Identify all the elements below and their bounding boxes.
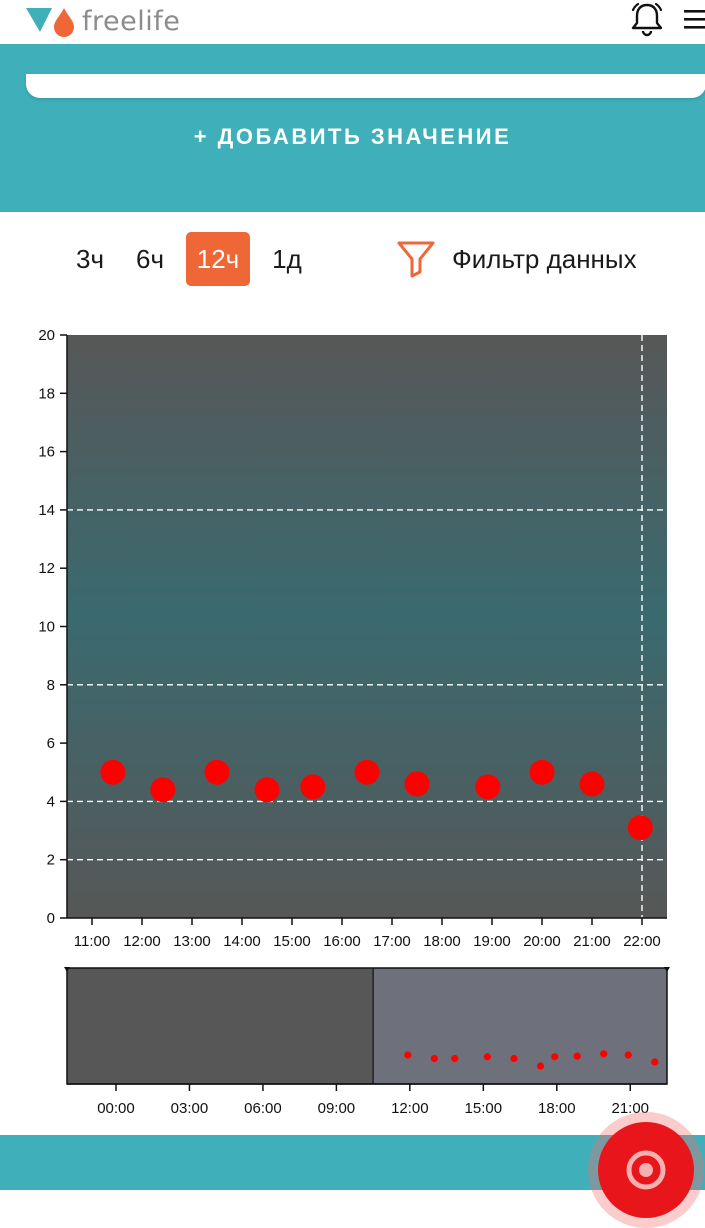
filter-label: Фильтр данных bbox=[452, 243, 637, 274]
data-point bbox=[300, 774, 326, 800]
x-tick-label: 16:00 bbox=[323, 933, 361, 950]
x-tick-label: 18:00 bbox=[423, 933, 461, 950]
overview-x-tick-label: 18:00 bbox=[538, 1100, 576, 1117]
overview-point bbox=[651, 1058, 659, 1066]
data-point bbox=[627, 815, 653, 841]
y-tick-label: 14 bbox=[38, 502, 55, 519]
header-card-edge bbox=[26, 74, 705, 98]
data-point bbox=[354, 759, 380, 785]
filter-button[interactable]: Фильтр данных bbox=[396, 232, 637, 286]
overview-selection bbox=[373, 968, 667, 1084]
overview-point bbox=[600, 1050, 608, 1058]
funnel-icon bbox=[397, 241, 435, 278]
plot-area bbox=[67, 335, 667, 918]
tab-12h[interactable]: 12ч bbox=[186, 232, 250, 286]
overview-point bbox=[624, 1051, 632, 1059]
x-tick-label: 15:00 bbox=[273, 933, 311, 950]
add-value-section: + ДОБАВИТЬ ЗНАЧЕНИЕ bbox=[0, 44, 705, 212]
overview-point bbox=[551, 1053, 559, 1061]
add-value-button[interactable]: + ДОБАВИТЬ ЗНАЧЕНИЕ bbox=[193, 124, 512, 149]
y-tick-label: 16 bbox=[38, 444, 55, 461]
y-tick-label: 4 bbox=[47, 793, 55, 810]
overview-point bbox=[451, 1054, 459, 1063]
overview-point bbox=[483, 1053, 492, 1061]
y-tick-label: 2 bbox=[47, 852, 55, 869]
x-tick-label: 13:00 bbox=[173, 933, 211, 950]
tab-6h[interactable]: 6ч bbox=[135, 244, 164, 274]
overview-x-tick-label: 21:00 bbox=[611, 1100, 649, 1117]
main-scatter-chart[interactable]: 0 2 4 6 8 10 12 14 16 18 20 11:00 12:00 13:00 14:00 15:… bbox=[38, 327, 667, 950]
support-button[interactable] bbox=[598, 1122, 694, 1218]
tab-1d[interactable]: 1д bbox=[272, 244, 302, 274]
y-tick-label: 8 bbox=[47, 677, 55, 694]
x-tick-label: 20:00 bbox=[523, 933, 561, 950]
x-tick-label: 22:00 bbox=[623, 933, 661, 950]
bottom-bar bbox=[0, 1135, 705, 1190]
overview-point bbox=[536, 1062, 545, 1070]
overview-corner bbox=[64, 967, 70, 972]
x-tick-label: 11:00 bbox=[74, 933, 110, 950]
y-tick-label: 18 bbox=[38, 385, 55, 402]
data-point bbox=[254, 777, 280, 803]
y-tick-label: 0 bbox=[47, 910, 55, 927]
overview-x-tick-label: 03:00 bbox=[171, 1100, 209, 1117]
overview-x-tick-label: 06:00 bbox=[244, 1100, 282, 1117]
x-tick-label: 21:00 bbox=[573, 933, 611, 950]
data-point bbox=[100, 759, 126, 785]
app-header: freelife bbox=[0, 0, 705, 44]
overview-x-tick-label: 00:00 bbox=[97, 1100, 135, 1117]
data-point bbox=[475, 774, 501, 800]
data-point bbox=[204, 759, 230, 785]
brand-name: freelife bbox=[82, 5, 181, 37]
overview-point bbox=[404, 1051, 412, 1059]
bell-icon[interactable] bbox=[628, 0, 666, 38]
y-tick-label: 10 bbox=[38, 619, 55, 636]
overview-corner bbox=[664, 967, 670, 972]
x-tick-label: 17:00 bbox=[373, 933, 411, 950]
overview-point bbox=[573, 1052, 581, 1060]
tab-3h[interactable]: 3ч bbox=[75, 244, 104, 274]
overview-x-tick-label: 09:00 bbox=[318, 1100, 356, 1117]
time-range-selector: 3ч 6ч 12ч 1д Фильтр данных bbox=[0, 232, 705, 286]
overview-point bbox=[510, 1054, 518, 1063]
brand-logo[interactable]: freelife bbox=[26, 4, 180, 38]
support-icon bbox=[626, 1150, 666, 1190]
hamburger-menu-icon[interactable] bbox=[684, 8, 705, 32]
overview-x-tick-label: 12:00 bbox=[391, 1100, 429, 1117]
y-tick-label: 12 bbox=[38, 560, 55, 577]
freelife-logo-icon bbox=[26, 8, 74, 37]
x-tick-label: 14:00 bbox=[223, 933, 261, 950]
overview-point bbox=[430, 1054, 438, 1063]
data-point bbox=[150, 777, 176, 803]
overview-brush-chart[interactable]: 00:00 03:00 06:00 09:00 12:00 15:00 18:00 21:00 bbox=[64, 967, 670, 1117]
glucose-chart: 0 2 4 6 8 10 12 14 16 18 20 11:00 12:00 13:00 14:00 15:… bbox=[38, 327, 670, 1117]
y-tick-label: 6 bbox=[47, 735, 55, 752]
data-point bbox=[404, 771, 430, 797]
y-tick-label: 20 bbox=[38, 327, 55, 344]
data-point bbox=[579, 771, 605, 797]
overview-x-tick-label: 15:00 bbox=[465, 1100, 503, 1117]
x-tick-label: 19:00 bbox=[473, 933, 511, 950]
data-point bbox=[529, 759, 555, 785]
x-tick-label: 12:00 bbox=[123, 933, 161, 950]
